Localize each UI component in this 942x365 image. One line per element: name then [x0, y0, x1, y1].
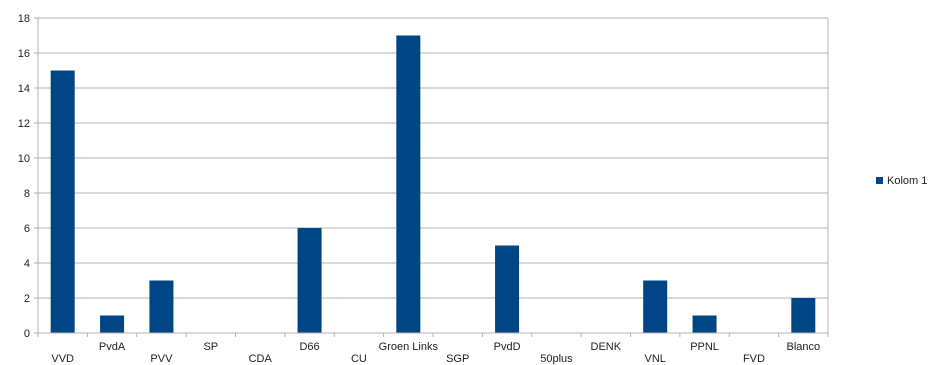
bar-pvdd: [495, 245, 520, 333]
x-category-label: Blanco: [786, 341, 820, 353]
x-category-label: PVV: [150, 353, 173, 365]
bar-groen-links: [396, 35, 421, 333]
bar-pvv: [149, 280, 174, 333]
y-tick-label: 0: [24, 328, 30, 340]
x-category-label: SP: [203, 341, 218, 353]
x-category-label: VNL: [644, 353, 665, 365]
x-category-label: PvdD: [494, 341, 521, 353]
x-category-label: DENK: [591, 341, 622, 353]
axes: [37, 18, 829, 337]
x-category-label: Groen Links: [379, 341, 439, 353]
y-tick-label: 14: [18, 83, 30, 95]
y-tick-label: 4: [24, 258, 30, 270]
bar-pvda: [100, 315, 125, 333]
x-category-label: FVD: [743, 353, 765, 365]
bar-d66: [297, 228, 322, 333]
legend-label: Kolom 1: [887, 175, 927, 187]
bar-ppnl: [692, 315, 717, 333]
y-tick-label: 18: [18, 13, 30, 25]
bar-blanco: [791, 298, 816, 333]
x-category-labels: VVD PvdA PVV SP CDA D66 CU Groen Links SGP PvdD 50…: [51, 341, 820, 365]
x-category-label: SGP: [446, 353, 469, 365]
y-tick-labels: 0 2 4 6 8 10 12 14 16 18: [18, 13, 30, 340]
legend: Kolom 1: [876, 175, 927, 187]
x-category-label: VVD: [51, 353, 74, 365]
y-tick-label: 16: [18, 48, 30, 60]
x-category-label: 50plus: [540, 353, 573, 365]
x-category-label: CU: [351, 353, 367, 365]
y-tick-label: 2: [24, 293, 30, 305]
x-category-label: D66: [299, 341, 319, 353]
bar-vvd: [50, 70, 75, 333]
x-category-label: PvdA: [99, 341, 126, 353]
x-category-label: PPNL: [690, 341, 719, 353]
bar-vnl: [643, 280, 668, 333]
x-category-label: CDA: [249, 353, 273, 365]
y-tick-label: 10: [18, 153, 30, 165]
legend-swatch: [876, 177, 883, 184]
y-tick-label: 8: [24, 188, 30, 200]
y-tick-label: 6: [24, 223, 30, 235]
y-tick-label: 12: [18, 118, 30, 130]
bars: [50, 35, 816, 333]
